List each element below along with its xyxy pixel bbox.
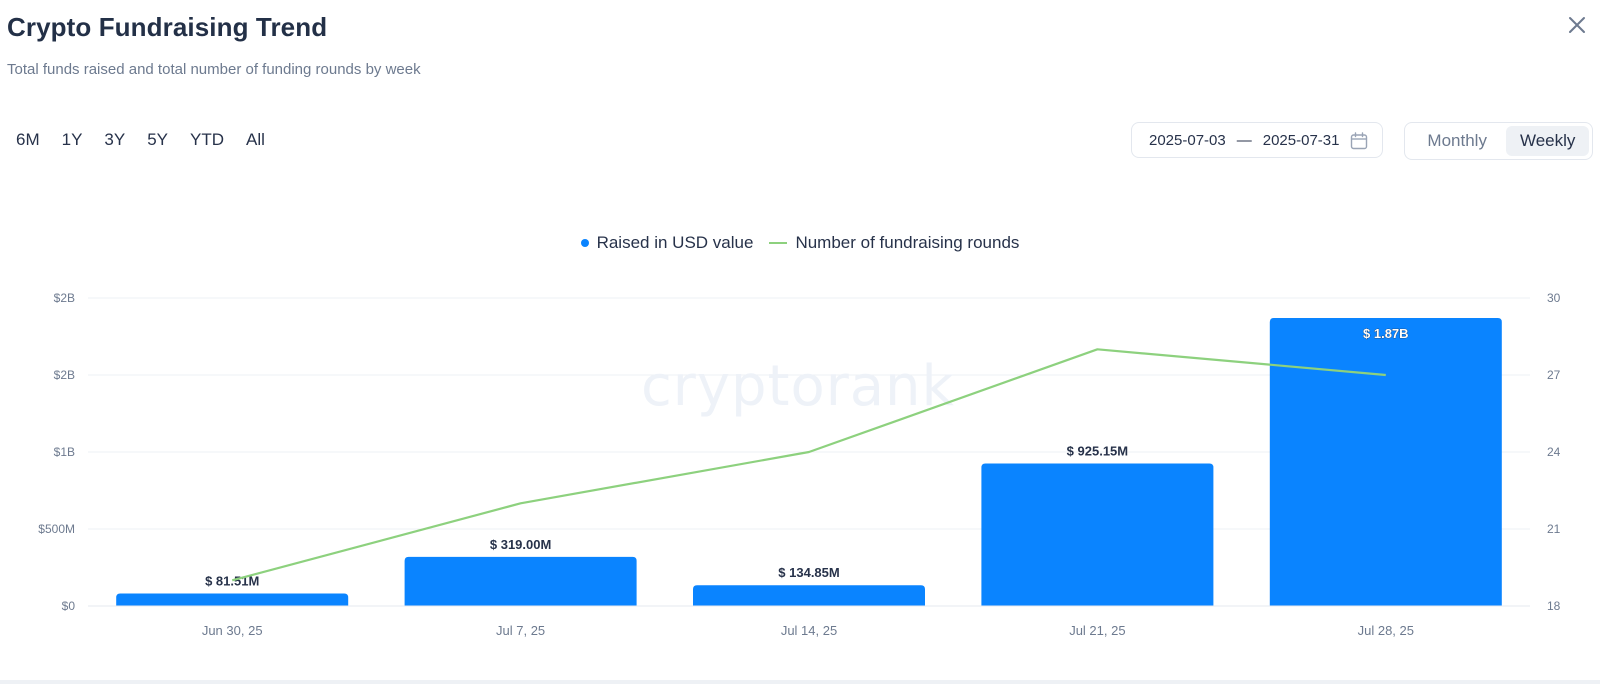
x-tick-label: Jul 28, 25: [1358, 623, 1414, 638]
period-tab-all[interactable]: All: [246, 130, 265, 149]
y-right-tick-label: 27: [1547, 368, 1561, 382]
bar: [404, 556, 637, 606]
y-left-tick-label: $1B: [54, 445, 75, 459]
chart-legend: Raised in USD value Number of fundraisin…: [0, 233, 1600, 253]
bar-data-label: $ 1.87B: [1363, 326, 1409, 341]
y-right-tick-label: 24: [1547, 445, 1561, 459]
period-tab-1y[interactable]: 1Y: [61, 130, 83, 149]
date-range-picker[interactable]: 2025-07-03 — 2025-07-31: [1131, 122, 1383, 158]
y-left-tick-label: $2B: [54, 291, 75, 305]
bar-data-label: $ 134.85M: [778, 565, 839, 580]
x-tick-label: Jul 14, 25: [781, 623, 837, 638]
period-tab-5y[interactable]: 5Y: [147, 130, 169, 149]
y-right-tick-label: 30: [1547, 291, 1561, 305]
bar: [116, 593, 349, 606]
page-subtitle: Total funds raised and total number of f…: [7, 61, 421, 78]
bar-data-label: $ 925.15M: [1067, 444, 1128, 459]
legend-label-rounds: Number of fundraising rounds: [795, 233, 1020, 252]
bar: [693, 585, 925, 606]
bottom-divider: [0, 680, 1600, 684]
x-tick-label: Jul 21, 25: [1069, 623, 1125, 638]
x-tick-label: Jul 7, 25: [496, 623, 545, 638]
bar: [1269, 318, 1502, 606]
granularity-monthly-button[interactable]: Monthly: [1427, 131, 1487, 150]
legend-dot-icon: [580, 239, 589, 247]
legend-item-rounds[interactable]: Number of fundraising rounds: [769, 233, 1019, 253]
close-icon[interactable]: [1566, 14, 1588, 36]
bar-data-label: $ 319.00M: [490, 537, 551, 552]
y-left-tick-label: $500M: [38, 522, 75, 536]
bar: [981, 463, 1214, 606]
page-title: Crypto Fundraising Trend: [7, 12, 328, 42]
calendar-icon[interactable]: [1350, 132, 1368, 150]
watermark-logo: cryptorank: [641, 354, 955, 419]
date-range-start: 2025-07-03: [1149, 131, 1226, 149]
y-left-tick-label: $2B: [54, 368, 75, 382]
date-range-end: 2025-07-31: [1262, 131, 1340, 149]
granularity-toggle: Monthly Weekly: [1404, 122, 1593, 160]
period-tab-6m[interactable]: 6M: [16, 130, 40, 149]
period-tab-3y[interactable]: 3Y: [104, 130, 126, 149]
period-tab-ytd[interactable]: YTD: [190, 130, 225, 149]
x-tick-label: Jun 30, 25: [202, 623, 263, 638]
y-right-tick-label: 21: [1547, 522, 1561, 536]
legend-item-raised[interactable]: Raised in USD value: [580, 233, 754, 253]
legend-label-raised: Raised in USD value: [596, 233, 754, 252]
granularity-weekly-button[interactable]: Weekly: [1506, 126, 1589, 156]
legend-line-icon: [769, 242, 788, 244]
y-right-tick-label: 18: [1547, 599, 1561, 613]
y-left-tick-label: $0: [62, 599, 76, 613]
period-tabs: 6M 1Y 3Y 5Y YTD All: [8, 128, 279, 152]
date-range-separator: —: [1236, 131, 1252, 149]
